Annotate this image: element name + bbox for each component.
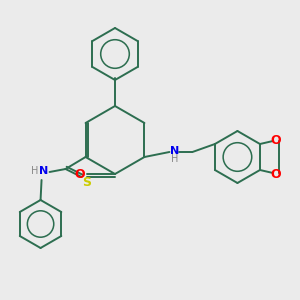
Text: H: H [31,166,38,176]
Text: O: O [271,134,281,146]
Text: S: S [82,176,91,188]
Text: O: O [75,167,85,181]
Text: H: H [171,154,178,164]
Text: O: O [271,167,281,181]
Text: N: N [39,166,48,176]
Text: N: N [170,146,179,156]
